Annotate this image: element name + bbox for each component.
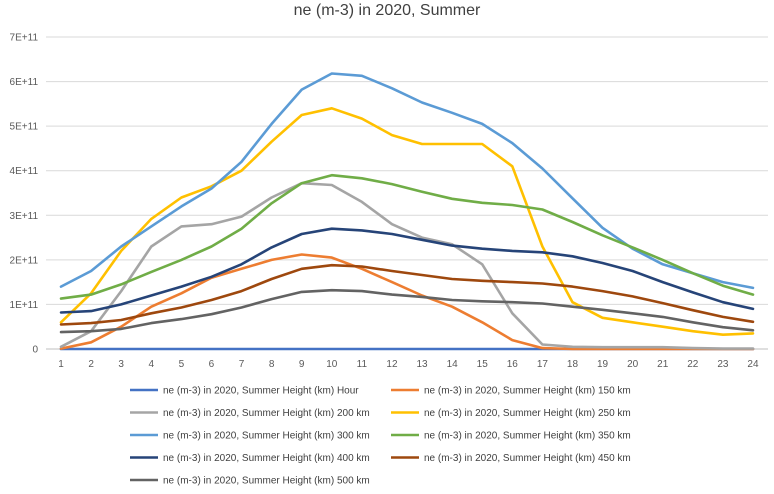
legend-label: ne (m-3) in 2020, Summer Height (km) 450… [424, 453, 631, 464]
x-tick-label: 9 [299, 359, 305, 370]
series-line [59, 181, 755, 350]
series-line [59, 227, 755, 314]
series-lines [59, 72, 755, 351]
x-tick-label: 20 [627, 359, 639, 370]
legend-label: ne (m-3) in 2020, Summer Height (km) Hou… [163, 386, 359, 397]
x-tick-label: 12 [386, 359, 398, 370]
series-line [59, 173, 755, 300]
series-line [59, 107, 755, 337]
x-tick-label: 7 [239, 359, 245, 370]
x-tick-label: 11 [357, 359, 368, 370]
x-tick-label: 17 [537, 359, 549, 370]
x-tick-label: 18 [567, 359, 579, 370]
y-tick-label: 5E+11 [10, 122, 39, 133]
x-tick-label: 4 [149, 359, 155, 370]
chart-title: ne (m-3) in 2020, Summer [293, 2, 481, 19]
legend-label: ne (m-3) in 2020, Summer Height (km) 400… [163, 453, 370, 464]
series-line [59, 263, 755, 326]
x-tick-label: 23 [717, 359, 729, 370]
x-tick-label: 14 [447, 359, 459, 370]
series-line [59, 253, 755, 351]
x-tick-label: 13 [416, 359, 428, 370]
x-tick-labels: 1 2 3 4 5 6 7 8 9 10 11 12 13 14 15 16 17 18 19 20 21 22 23 24 [58, 359, 759, 370]
x-tick-label: 10 [326, 359, 338, 370]
x-tick-label: 16 [507, 359, 519, 370]
x-tick-label: 6 [209, 359, 215, 370]
legend-label: ne (m-3) in 2020, Summer Height (km) 500… [163, 476, 370, 487]
y-tick-label: 0 [32, 345, 38, 356]
y-tick-label: 6E+11 [10, 77, 39, 88]
y-tick-label: 1E+11 [10, 300, 39, 311]
legend: ne (m-3) in 2020, Summer Height (km) Hou… [130, 386, 631, 487]
series-line [59, 72, 755, 290]
legend-label: ne (m-3) in 2020, Summer Height (km) 250… [424, 408, 631, 419]
x-tick-label: 3 [118, 359, 124, 370]
x-tick-label: 19 [597, 359, 609, 370]
legend-label: ne (m-3) in 2020, Summer Height (km) 200… [163, 408, 370, 419]
y-tick-label: 4E+11 [10, 166, 39, 177]
y-tick-label: 2E+11 [10, 255, 39, 266]
legend-label: ne (m-3) in 2020, Summer Height (km) 350… [424, 431, 631, 442]
y-tick-labels: 0 1E+11 2E+11 3E+11 4E+11 5E+11 6E+11 7E+11 [10, 33, 39, 356]
x-tick-label: 1 [58, 359, 64, 370]
legend-label: ne (m-3) in 2020, Summer Height (km) 150… [424, 386, 631, 397]
y-tick-label: 7E+11 [10, 33, 39, 44]
y-tick-label: 3E+11 [10, 211, 39, 222]
x-tick-label: 22 [687, 359, 699, 370]
x-tick-label: 15 [477, 359, 489, 370]
x-tick-label: 24 [747, 359, 759, 370]
x-tick-label: 21 [657, 359, 669, 370]
x-tick-label: 2 [88, 359, 94, 370]
x-tick-label: 8 [269, 359, 275, 370]
series-line [59, 288, 755, 334]
legend-label: ne (m-3) in 2020, Summer Height (km) 300… [163, 431, 370, 442]
x-tick-label: 5 [179, 359, 185, 370]
